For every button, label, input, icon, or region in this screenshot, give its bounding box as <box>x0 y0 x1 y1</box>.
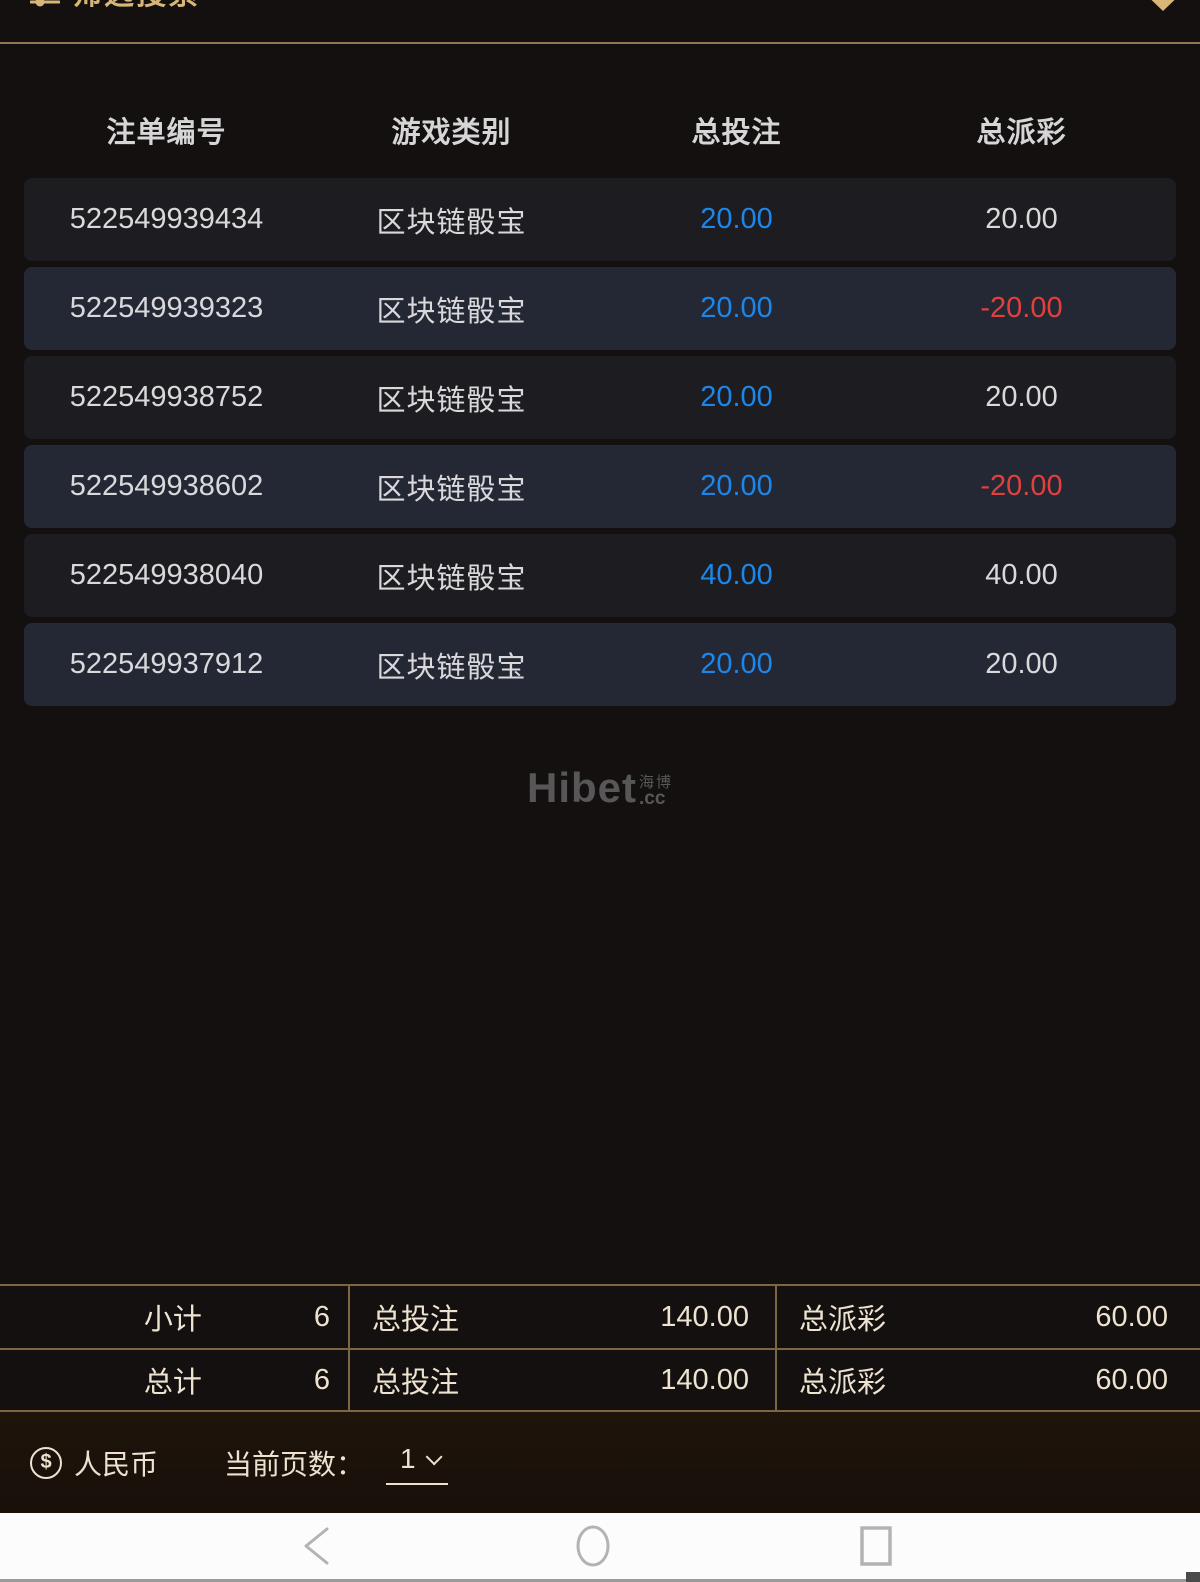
currency-selector[interactable]: $ 人民币 <box>30 1443 158 1483</box>
bet-id-cell: 522549939434 <box>69 203 264 235</box>
game-cell: 区块链骰宝 <box>376 295 527 328</box>
payout-cell: 20.00 <box>985 203 1058 235</box>
total-label: 总计 <box>143 1367 202 1399</box>
table-row[interactable]: 522549939434 区块链骰宝 20.00 20.00 <box>24 178 1176 261</box>
game-cell: 区块链骰宝 <box>376 473 527 506</box>
game-cell: 区块链骰宝 <box>376 206 527 239</box>
footer-bar: $ 人民币 当前页数： 1 <box>0 1412 1200 1513</box>
total-bet-label: 总投注 <box>372 1367 460 1399</box>
bet-cell: 20.00 <box>700 648 773 680</box>
chevron-down-icon <box>425 1447 443 1465</box>
watermark-suffix-text: .cc <box>638 788 666 809</box>
empty-area <box>0 808 1200 1284</box>
table-row[interactable]: 522549938602 区块链骰宝 20.00 -20.00 <box>24 445 1176 528</box>
col-header-bet-id: 注单编号 <box>106 117 227 149</box>
nav-back-icon[interactable] <box>302 1527 330 1565</box>
subtotal-payout-label: 总派彩 <box>799 1304 887 1336</box>
grand-total-row: 总计 6 总投注 140.00 总派彩 60.00 <box>0 1348 1200 1410</box>
filter-search-bar[interactable]: 筛选搜索 <box>0 0 1200 44</box>
col-header-game: 游戏类别 <box>391 117 512 149</box>
nav-home-icon[interactable] <box>574 1525 612 1567</box>
watermark-cn-text: 海博 <box>638 774 673 791</box>
bet-id-cell: 522549938602 <box>69 470 264 502</box>
table-row[interactable]: 522549939323 区块链骰宝 20.00 -20.00 <box>24 267 1176 350</box>
bet-cell: 20.00 <box>700 292 773 324</box>
payout-cell: 20.00 <box>985 381 1058 413</box>
col-header-bet: 总投注 <box>691 117 782 149</box>
filter-sliders-icon <box>30 0 60 7</box>
nav-recents-icon[interactable] <box>860 1526 892 1566</box>
subtotal-bet-label: 总投注 <box>372 1304 460 1336</box>
page-number-value: 1 <box>400 1442 416 1474</box>
bet-cell: 20.00 <box>700 470 773 502</box>
table-header-row: 注单编号 游戏类别 总投注 总派彩 <box>0 44 1200 178</box>
total-payout-value: 60.00 <box>1095 1363 1168 1396</box>
bet-cell: 20.00 <box>700 381 773 413</box>
bet-id-cell: 522549939323 <box>69 292 264 324</box>
currency-label: 人民币 <box>74 1448 159 1480</box>
subtotal-bet-value: 140.00 <box>660 1300 749 1333</box>
current-page-label: 当前页数： <box>224 1448 365 1480</box>
table-row[interactable]: 522549938040 区块链骰宝 40.00 40.00 <box>24 534 1176 617</box>
collapse-chevron-icon[interactable] <box>1140 0 1186 12</box>
game-cell: 区块链骰宝 <box>376 562 527 595</box>
payout-cell: -20.00 <box>980 470 1063 502</box>
android-nav-bar <box>0 1513 1200 1582</box>
bet-cell: 20.00 <box>700 203 773 235</box>
currency-dollar-icon: $ <box>30 1446 62 1479</box>
bet-id-cell: 522549938040 <box>69 559 264 591</box>
summary-table: 小计 6 总投注 140.00 总派彩 60.00 总计 6 总投注 140.0… <box>0 1284 1200 1412</box>
page-number-dropdown[interactable]: 1 <box>386 1441 448 1485</box>
bet-cell: 40.00 <box>700 559 773 591</box>
total-count: 6 <box>313 1363 330 1396</box>
subtotal-label: 小计 <box>143 1304 202 1336</box>
records-list: 522549939434 区块链骰宝 20.00 20.00 522549939… <box>0 178 1200 712</box>
table-row[interactable]: 522549937912 区块链骰宝 20.00 20.00 <box>24 623 1176 706</box>
game-cell: 区块链骰宝 <box>376 651 527 684</box>
payout-cell: 40.00 <box>985 559 1058 591</box>
payout-cell: -20.00 <box>980 292 1063 324</box>
subtotal-payout-value: 60.00 <box>1095 1300 1168 1333</box>
total-payout-label: 总派彩 <box>799 1367 887 1399</box>
bet-id-cell: 522549937912 <box>69 648 264 680</box>
col-header-payout: 总派彩 <box>976 117 1067 149</box>
table-row[interactable]: 522549938752 区块链骰宝 20.00 20.00 <box>24 356 1176 439</box>
payout-cell: 20.00 <box>985 648 1058 680</box>
total-bet-value: 140.00 <box>660 1363 749 1396</box>
filter-search-label: 筛选搜索 <box>72 0 200 10</box>
nav-corner-nub <box>1186 1572 1200 1582</box>
subtotal-count: 6 <box>313 1300 330 1333</box>
game-cell: 区块链骰宝 <box>376 384 527 417</box>
subtotal-row: 小计 6 总投注 140.00 总派彩 60.00 <box>0 1286 1200 1348</box>
watermark-brand-text: Hibet <box>526 764 637 811</box>
bet-id-cell: 522549938752 <box>69 381 264 413</box>
hibet-watermark: Hibet 海博 .cc <box>0 764 1200 811</box>
